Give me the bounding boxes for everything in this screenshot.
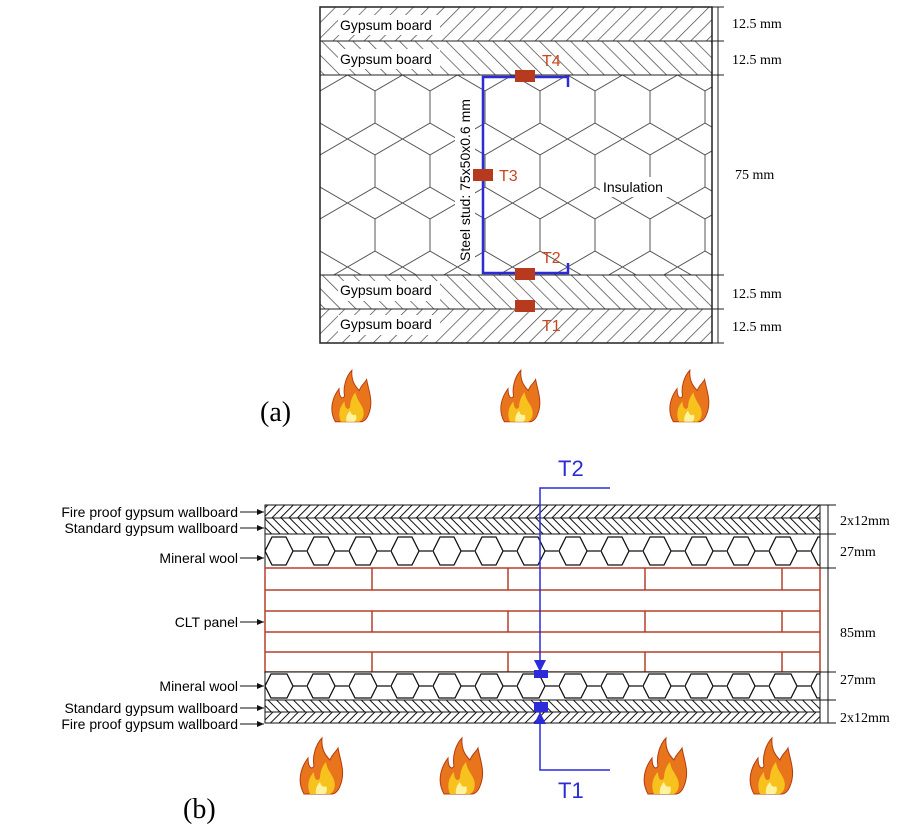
dimension-label: 2x12mm (840, 514, 890, 529)
dimension-label: 2x12mm (840, 711, 890, 726)
layer-label: Fire proof gypsum wallboard (61, 716, 238, 732)
sensor-label: T2 (558, 456, 584, 481)
clt-layer (265, 568, 820, 672)
diagram: Gypsum board Gypsum board Gypsum board G… (0, 0, 922, 831)
layer-label: Standard gypsum wallboard (64, 700, 238, 716)
dimension-label: 27mm (840, 545, 876, 560)
sensor-label: T4 (542, 53, 561, 70)
sensor-label: T3 (499, 168, 518, 185)
layer-label: Gypsum board (340, 51, 432, 67)
dimension-label: 85mm (840, 626, 876, 641)
dimension-label: 12.5 mm (732, 17, 782, 32)
figure-b: Fire proof gypsum wallboard Standard gyp… (61, 456, 890, 825)
layer-label: Gypsum board (340, 17, 432, 33)
layer-label: Gypsum board (340, 316, 432, 332)
figure-label: (b) (183, 794, 216, 825)
fireproof-layer (265, 712, 820, 723)
dimension-label: 12.5 mm (732, 320, 782, 335)
wool-layer (265, 534, 820, 568)
layer-label: Mineral wool (159, 678, 238, 694)
layer-label: Fire proof gypsum wallboard (61, 504, 238, 520)
dimension-label: 12.5 mm (732, 53, 782, 68)
sensor-label: T1 (542, 318, 561, 335)
standard-layer (265, 518, 820, 534)
layer-label: CLT panel (175, 614, 238, 630)
stud-label: Steel stud: 75x50x0.6 mm (457, 99, 473, 261)
figure-a: Gypsum board Gypsum board Gypsum board G… (260, 7, 782, 428)
sensor-label: T1 (558, 778, 584, 803)
insulation-label: Insulation (603, 179, 663, 195)
layer-label: Standard gypsum wallboard (64, 520, 238, 536)
dimension-label: 27mm (840, 673, 876, 688)
dimension-label: 75 mm (735, 168, 774, 183)
fireproof-layer (265, 505, 820, 518)
layer-label: Mineral wool (159, 550, 238, 566)
layer-label: Gypsum board (340, 282, 432, 298)
dimension-label: 12.5 mm (732, 287, 782, 302)
figure-label: (a) (260, 397, 291, 428)
sensor-label: T2 (542, 250, 561, 267)
